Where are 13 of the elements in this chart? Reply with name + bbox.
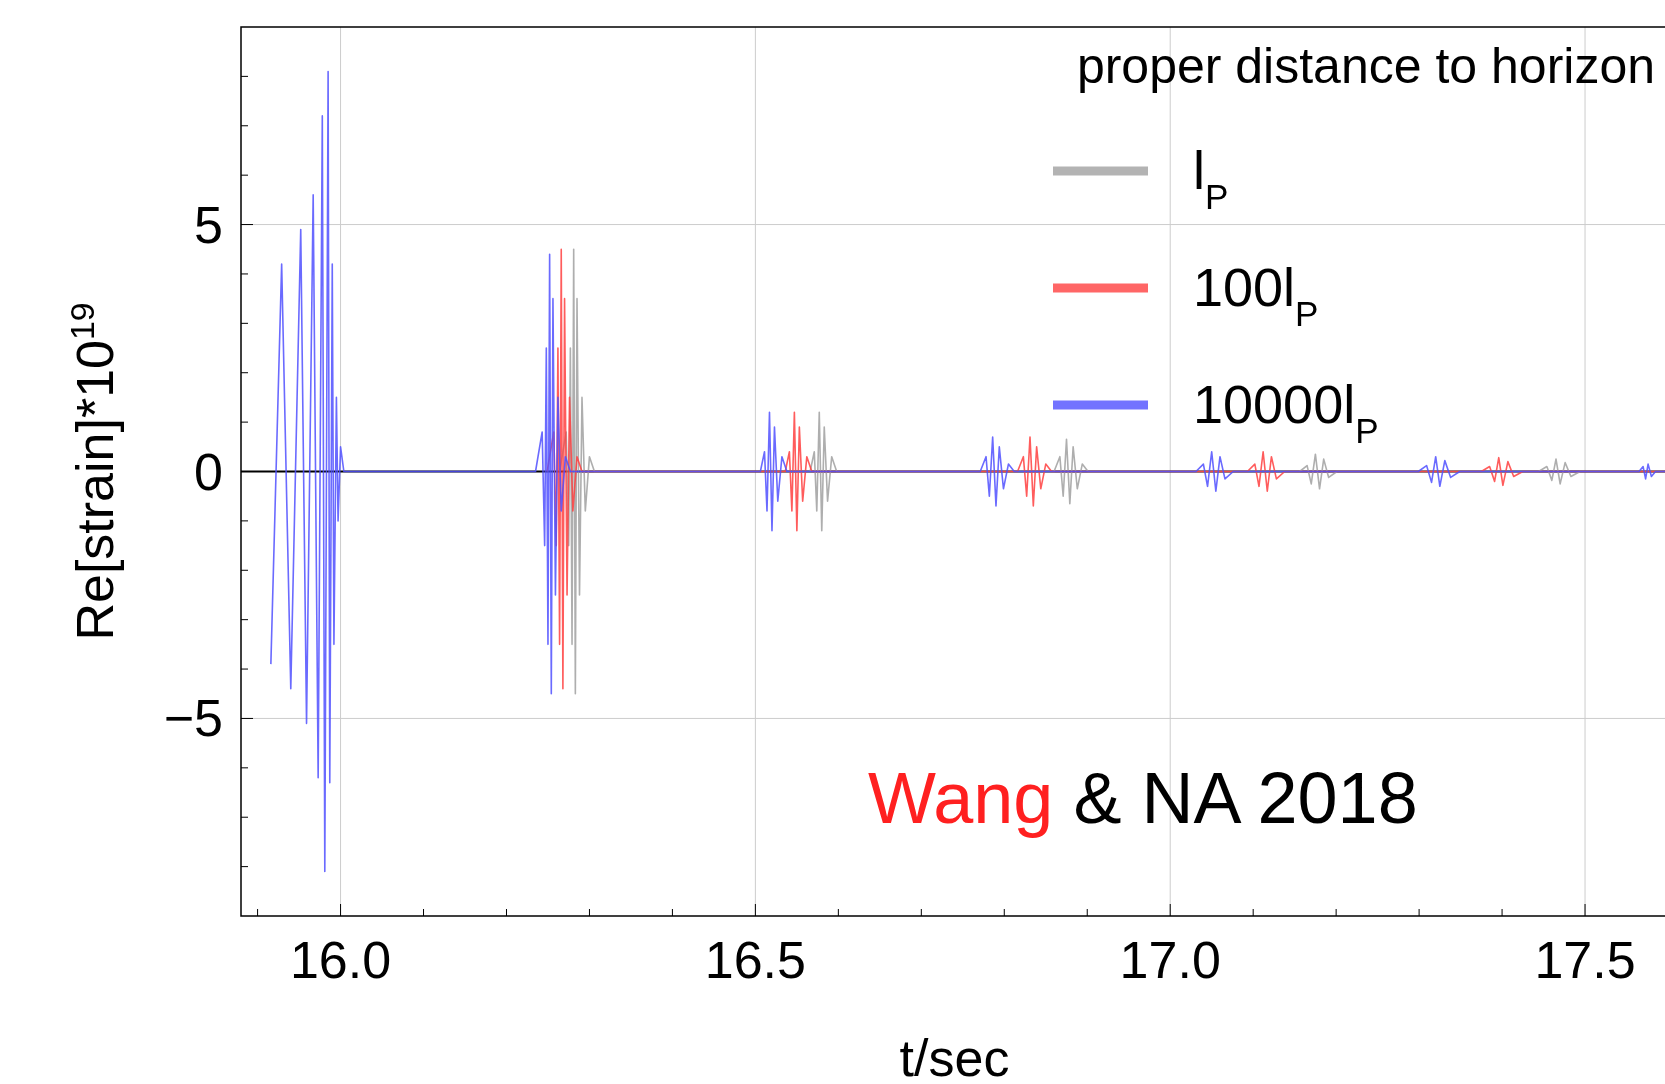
legend-title: proper distance to horizon [1076,38,1655,94]
x-axis-title: t/sec [899,1029,1010,1084]
x-tick-label: 17.5 [1534,931,1636,989]
legend-label: 10000l$_{P}$ [1193,374,1379,450]
y-tick-label: 5 [194,195,223,254]
x-tick-label: 17.0 [1119,931,1221,989]
annotation: Wang & NA 2018 [868,758,1418,838]
legend-label: l$_{P}$ [1193,140,1229,216]
legend-label: 100l$_{P}$ [1193,257,1319,333]
y-tick-label: 0 [194,442,223,501]
x-tick-label: 16.5 [704,931,806,989]
y-tick-label: −5 [163,689,223,748]
x-tick-label: 16.0 [289,931,392,989]
